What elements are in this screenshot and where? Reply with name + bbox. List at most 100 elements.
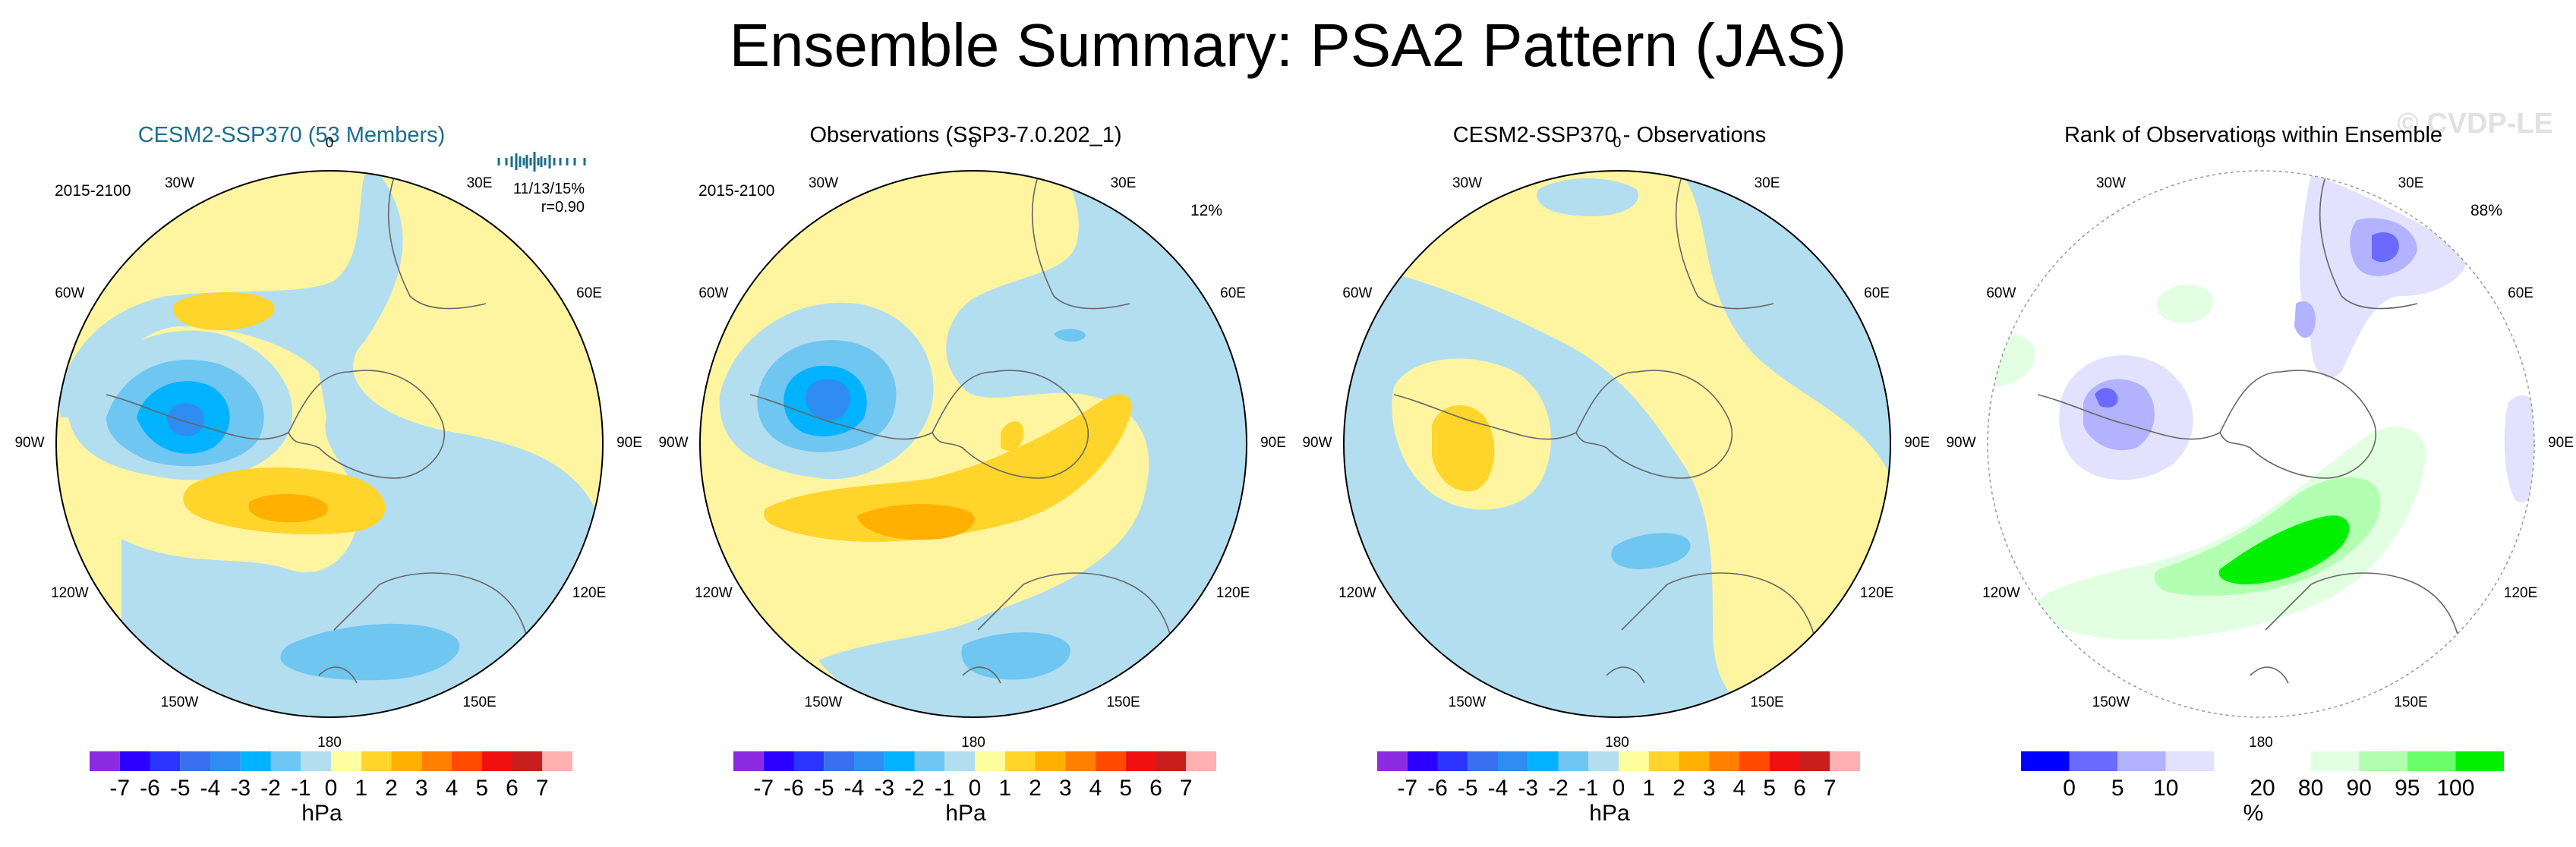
colorbar-tick-label: -2 [904, 776, 925, 801]
colorbar-tick-label: 5 [475, 776, 488, 801]
colorbar-tick-label: 4 [1733, 776, 1746, 801]
colorbar-tick-label: 2 [385, 776, 398, 801]
colorbar-tick-label: 0 [325, 776, 338, 801]
panel-difference: CESM2-SSP370 - Observations 0 30E 60E 90E 12… [1288, 114, 1931, 847]
colorbar-tick-label: -3 [230, 776, 251, 801]
longitude-label: 30W [164, 175, 195, 191]
longitude-label: 90W [1946, 435, 1976, 451]
colorbar-swatch [1498, 751, 1528, 771]
colorbar-swatch [180, 751, 210, 771]
colorbar-tick-label: 7 [1824, 776, 1837, 801]
colorbar-swatch [1679, 751, 1710, 771]
longitude-label: 120E [1859, 584, 1894, 601]
units-label: hPa [945, 801, 986, 826]
colorbar-swatch [90, 751, 120, 771]
colorbar-swatch [2165, 751, 2215, 771]
colorbar-swatch [1407, 751, 1438, 771]
colorbar-tick-label: -5 [1458, 776, 1478, 801]
longitude-label: 150E [1106, 694, 1140, 711]
polar-map [1987, 170, 2535, 718]
colorbar-tick-label: 1 [1642, 776, 1655, 801]
colorbar-swatch [763, 751, 794, 771]
colorbar-swatch [301, 751, 331, 771]
colorbar-tick-label: 1 [355, 776, 367, 801]
longitude-label: 0 [1613, 135, 1622, 151]
longitude-label: 30W [2095, 175, 2127, 191]
stats-line2: r=0.90 [541, 199, 585, 216]
colorbar-tick-label: -6 [140, 776, 160, 801]
colorbar-swatch [361, 751, 392, 771]
panel-title: CESM2-SSP370 (53 Members) [137, 123, 446, 147]
colorbar-tick-label: 7 [1180, 776, 1193, 801]
longitude-label: 120W [1982, 584, 2020, 601]
colorbar-swatch [1377, 751, 1408, 771]
longitude-label: 60E [1220, 285, 1246, 301]
colorbar-swatch [1799, 751, 1830, 771]
panel-ensemble-mean: CESM2-SSP370 (53 Members) 2015-2100 11/1… [0, 114, 644, 847]
longitude-label: 120E [572, 584, 607, 601]
longitude-label: 90E [1260, 435, 1286, 451]
longitude-label: 90E [2548, 435, 2574, 451]
colorbar-tick-label: -1 [291, 776, 311, 801]
colorbar-swatch [1528, 751, 1559, 771]
colorbar-tick-label: -3 [1518, 776, 1538, 801]
longitude-label: 90E [616, 435, 642, 451]
colorbar-swatch [2262, 751, 2311, 771]
colorbar-swatch [733, 751, 764, 771]
colorbar-swatch [481, 751, 512, 771]
colorbar-tick-label: 80 [2298, 776, 2323, 801]
colorbar-swatch [944, 751, 975, 771]
longitude-label: 150W [804, 694, 843, 711]
colorbar-tick-label: 4 [1089, 776, 1102, 801]
colorbar-tick-label: -1 [935, 776, 955, 801]
panel-title: CESM2-SSP370 - Observations [1452, 123, 1767, 147]
colorbar-tick-label: -2 [260, 776, 281, 801]
colorbar-swatch [1619, 751, 1649, 771]
colorbar-swatch [824, 751, 854, 771]
colorbar-tick-label: 0 [1613, 776, 1625, 801]
colorbar-tick-label: -7 [1397, 776, 1417, 801]
colorbar-swatch [2117, 751, 2166, 771]
period-label: 2015-2100 [55, 182, 131, 200]
colorbar-swatch [1739, 751, 1770, 771]
colorbar-swatch [2407, 751, 2456, 771]
colorbar-swatch [1558, 751, 1589, 771]
polar-map [1343, 170, 1891, 718]
longitude-label: 150W [2092, 694, 2130, 711]
colorbar-swatch [2310, 751, 2360, 771]
longitude-label: 150E [462, 694, 497, 711]
longitude-label: 120E [2503, 584, 2538, 601]
longitude-label: 0 [325, 135, 334, 151]
colorbar-tick-label: -4 [1488, 776, 1509, 801]
colorbar-tick-label: -7 [753, 776, 774, 801]
colorbar-swatch [1468, 751, 1498, 771]
longitude-label: 150E [2394, 694, 2428, 711]
colorbar-tick-label: 95 [2395, 776, 2420, 801]
colorbar-swatch [2021, 751, 2070, 771]
colorbar-tick-label: -1 [1578, 776, 1599, 801]
colorbar-swatch [1186, 751, 1216, 771]
colorbar-rank: 0 5 10 20 80 90 95 100 [2021, 751, 2504, 801]
longitude-label: 180 [1605, 735, 1629, 751]
colorbar-swatch [1096, 751, 1126, 771]
longitude-label: 60W [698, 285, 729, 301]
longitude-label: 90W [14, 435, 45, 451]
colorbar-tick-label: 5 [1119, 776, 1132, 801]
colorbar-tick-label: 100 [2436, 776, 2474, 801]
units-label: hPa [1589, 801, 1630, 826]
panel-rank: Rank of Observations within Ensemble 88% [1931, 114, 2575, 847]
longitude-label: 150W [1448, 694, 1487, 711]
longitude-label: 150W [160, 694, 199, 711]
longitude-label: 120W [695, 584, 733, 601]
colorbar-swatch [1437, 751, 1468, 771]
colorbar-tick-label: -5 [170, 776, 191, 801]
colorbar-tick-label: 4 [446, 776, 459, 801]
longitude-label: 120E [1215, 584, 1250, 601]
colorbar-tick-label: -3 [874, 776, 894, 801]
colorbar-tick-label: 2 [1029, 776, 1042, 801]
panel-title: Rank of Observations within Ensemble [2064, 123, 2443, 147]
longitude-label: 0 [2256, 135, 2265, 151]
colorbar-tick-label: 1 [998, 776, 1011, 801]
panel-title: Observations (SSP3-7.0.202_1) [809, 123, 1122, 147]
longitude-label: 30W [808, 175, 839, 191]
